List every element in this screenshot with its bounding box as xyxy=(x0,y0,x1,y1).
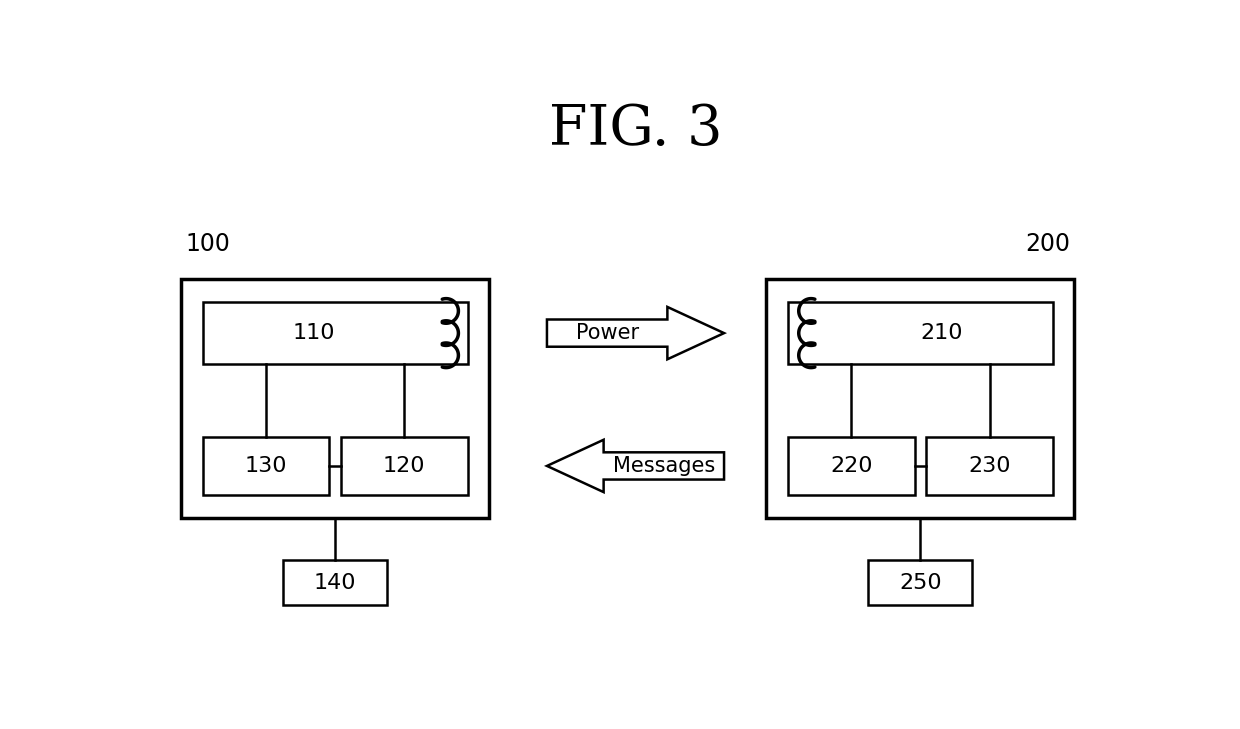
Bar xyxy=(283,561,387,605)
Text: Messages: Messages xyxy=(613,456,715,476)
Bar xyxy=(926,437,1053,495)
Text: FIG. 3: FIG. 3 xyxy=(549,102,722,157)
Text: 200: 200 xyxy=(1025,232,1070,256)
Text: 140: 140 xyxy=(314,572,356,593)
Bar xyxy=(787,437,915,495)
Text: 100: 100 xyxy=(185,232,229,256)
Bar xyxy=(868,561,972,605)
Text: 130: 130 xyxy=(244,456,288,476)
Text: 230: 230 xyxy=(968,456,1011,476)
Polygon shape xyxy=(547,307,724,359)
Text: 210: 210 xyxy=(920,323,962,343)
Bar xyxy=(203,437,330,495)
Text: 110: 110 xyxy=(293,323,335,343)
Bar xyxy=(203,303,467,364)
Bar xyxy=(766,279,1074,518)
Bar xyxy=(341,437,467,495)
Text: 250: 250 xyxy=(899,572,941,593)
Text: 120: 120 xyxy=(383,456,425,476)
Bar xyxy=(787,303,1053,364)
Polygon shape xyxy=(547,440,724,492)
Bar xyxy=(181,279,490,518)
Text: 220: 220 xyxy=(830,456,873,476)
Text: Power: Power xyxy=(575,323,639,343)
